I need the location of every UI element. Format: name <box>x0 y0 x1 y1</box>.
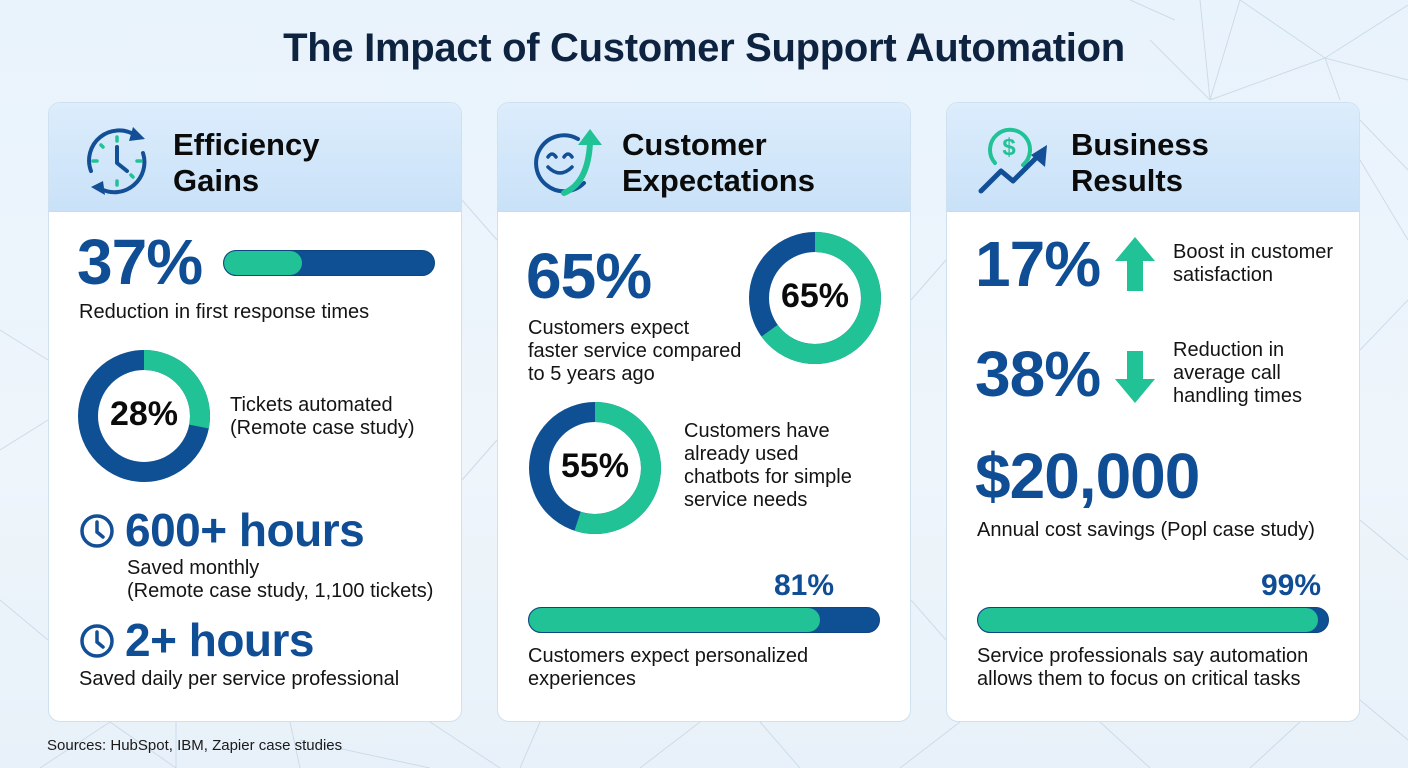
stat-label-line: Saved monthly <box>127 557 260 579</box>
stat-label-line: allows them to focus on critical tasks <box>977 668 1301 690</box>
stat-value-600-hours: 600+ hours <box>125 504 365 556</box>
stat-label-line: Reduction in <box>1173 339 1285 361</box>
clock-icon <box>80 514 114 548</box>
stat-label-line: faster service compared <box>528 340 742 362</box>
stat-value-99: 99% <box>1261 569 1322 602</box>
dollar-trend-up-icon: $ <box>978 127 1047 194</box>
progress-fill <box>529 608 820 632</box>
arrow-up-icon <box>1115 237 1155 291</box>
stat-label: Customers expect personalized experience… <box>528 645 808 691</box>
donut-label: 28% <box>109 395 179 433</box>
stat-label: Saved monthly (Remote case study, 1,100 … <box>127 557 433 603</box>
stat-value-20000: $20,000 <box>975 440 1200 512</box>
stat-value-81: 81% <box>774 569 835 602</box>
card-title-line: Customer <box>622 127 767 162</box>
progress-bar-81 <box>528 607 880 633</box>
card-title-line: Expectations <box>622 163 815 198</box>
progress-fill <box>978 608 1318 632</box>
donut-chart-65 <box>749 232 881 364</box>
card-header: $ Business Results <box>947 103 1359 212</box>
donut-label: 65% <box>780 277 850 315</box>
stat-label: Reduction in first response times <box>79 301 370 323</box>
stat-value-37: 37% <box>77 226 203 298</box>
stat-label-line: handling times <box>1173 385 1302 407</box>
card-header: Customer Expectations <box>498 103 910 212</box>
stat-label-line: chatbots for simple <box>684 466 852 488</box>
clock-icon <box>80 624 114 658</box>
stat-label-line: satisfaction <box>1173 264 1274 286</box>
stat-label: Reduction in average call handling times <box>1173 339 1302 408</box>
stat-value-38: 38% <box>975 338 1101 410</box>
clock-refresh-icon <box>87 127 147 195</box>
stat-label-line: Boost in customer <box>1173 241 1334 263</box>
business-results-card: $ Business Results 17% Boost in customer… <box>946 102 1360 722</box>
stat-value-2-hours: 2+ hours <box>125 614 315 666</box>
stat-label-line: already used <box>684 443 799 465</box>
card-title-line: Results <box>1071 163 1183 198</box>
card-title: Efficiency Gains <box>173 127 433 199</box>
stat-label: Saved daily per service professional <box>79 668 400 690</box>
stat-label-line: service needs <box>684 489 808 511</box>
card-title: Business Results <box>1071 127 1331 199</box>
stat-label: Customers expect faster service compared… <box>528 317 741 386</box>
efficiency-gains-card: Efficiency Gains 37% Reduction in first … <box>48 102 462 722</box>
card-title: Customer Expectations <box>622 127 882 199</box>
stat-label-line: experiences <box>528 668 636 690</box>
stat-label: Service professionals say automation all… <box>977 645 1308 691</box>
progress-bar-37 <box>223 250 435 276</box>
stat-value-17: 17% <box>975 228 1101 300</box>
stat-label-line: Customers expect personalized <box>528 645 809 667</box>
stat-label-line: average call <box>1173 362 1281 384</box>
stat-label-line: to 5 years ago <box>528 363 655 385</box>
donut-chart-28 <box>78 350 210 482</box>
stat-label-line: Customers expect <box>528 317 690 339</box>
stat-value-65: 65% <box>526 240 652 312</box>
card-title-line: Gains <box>173 163 260 198</box>
donut-label: 55% <box>560 447 630 485</box>
arrow-down-icon <box>1115 351 1155 403</box>
stat-label: Customers have already used chatbots for… <box>684 420 852 512</box>
customer-expectations-card: Customer Expectations 65% Customers expe… <box>497 102 911 722</box>
stat-label-line: Tickets automated <box>230 394 393 416</box>
stat-label: Boost in customer satisfaction <box>1173 241 1333 287</box>
card-title-line: Business <box>1071 127 1209 162</box>
stat-label-line: (Remote case study) <box>230 417 415 439</box>
progress-bar-99 <box>977 607 1329 633</box>
stat-label: Tickets automated (Remote case study) <box>230 394 415 440</box>
card-title-line: Efficiency <box>173 127 320 162</box>
stat-label: Annual cost savings (Popl case study) <box>977 519 1315 541</box>
donut-chart-55 <box>529 402 661 534</box>
page-title: The Impact of Customer Support Automatio… <box>283 26 1125 70</box>
smiley-arrow-up-icon <box>534 129 602 196</box>
svg-text:$: $ <box>1002 134 1016 161</box>
sources-footnote: Sources: HubSpot, IBM, Zapier case studi… <box>47 737 343 754</box>
progress-fill <box>224 251 302 275</box>
stat-label-line: (Remote case study, 1,100 tickets) <box>127 580 434 602</box>
card-header: Efficiency Gains <box>49 103 461 212</box>
stat-label-line: Service professionals say automation <box>977 645 1309 667</box>
stat-label-line: Customers have <box>684 420 830 442</box>
